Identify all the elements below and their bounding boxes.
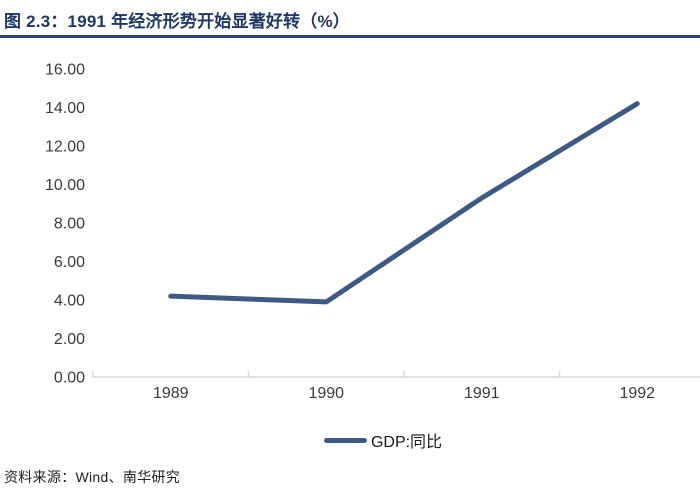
x-axis-label: 1989 — [153, 385, 189, 402]
y-axis-label: 16.00 — [45, 62, 85, 79]
y-axis-label: 2.00 — [54, 331, 85, 348]
gdp-line-chart: 0.00 2.00 4.00 6.00 8.00 10.00 12.00 14.00 16.00… — [45, 62, 700, 402]
y-axis-label: 0.00 — [54, 370, 85, 387]
figure-title: 图 2.3：1991 年经济形势开始显著好转（%） — [4, 12, 351, 31]
gdp-series-line — [168, 101, 640, 305]
y-axis-label: 12.00 — [45, 139, 85, 156]
chart-legend: GDP:同比 — [0, 428, 700, 452]
legend-label: GDP:同比 — [370, 434, 443, 451]
y-axis-label: 14.00 — [45, 100, 85, 117]
y-axis-label: 4.00 — [54, 293, 85, 310]
legend-line-swatch — [323, 437, 367, 443]
y-axis-label: 10.00 — [45, 177, 85, 194]
y-axis-label: 8.00 — [54, 216, 85, 233]
x-axis-label: 1990 — [308, 385, 344, 402]
figure-header: 图 2.3：1991 年经济形势开始显著好转（%） — [0, 0, 700, 38]
y-axis-label: 6.00 — [54, 254, 85, 271]
x-axis-label: 1991 — [464, 385, 500, 402]
x-axis-label: 1992 — [619, 385, 655, 402]
data-source-note: 资料来源：Wind、南华研究 — [4, 469, 181, 485]
